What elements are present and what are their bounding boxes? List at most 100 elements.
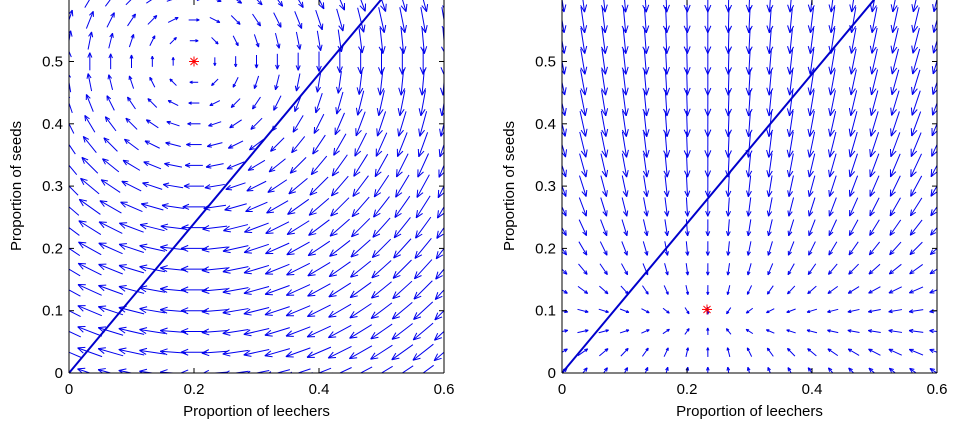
vector-arrow xyxy=(642,6,650,34)
vector-arrow xyxy=(684,153,691,178)
vector-arrow xyxy=(848,131,858,158)
vector-arrow xyxy=(807,285,817,295)
vector-arrow xyxy=(663,131,671,158)
vector-arrow xyxy=(399,7,407,33)
vector-arrow xyxy=(869,0,877,13)
vector-arrow xyxy=(828,197,837,217)
vector-arrow xyxy=(641,329,650,334)
vector-arrow xyxy=(209,100,221,107)
vector-arrow xyxy=(766,285,774,295)
vector-arrow xyxy=(182,203,206,210)
vector-arrow xyxy=(641,308,650,314)
vector-arrow xyxy=(373,196,390,218)
vector-arrow xyxy=(306,304,331,318)
vector-arrow xyxy=(827,263,838,275)
vector-arrow xyxy=(619,329,630,334)
vector-arrow xyxy=(726,366,731,373)
vector-arrow xyxy=(256,0,263,6)
vector-arrow xyxy=(82,135,97,154)
vector-arrow xyxy=(264,263,290,275)
vector-arrow xyxy=(807,131,816,158)
vector-arrow xyxy=(828,241,838,256)
vector-arrow xyxy=(787,367,792,373)
vector-arrow xyxy=(273,12,282,28)
vector-arrow xyxy=(441,7,444,31)
vector-arrow xyxy=(787,0,795,13)
vector-arrow xyxy=(578,263,588,275)
reference-line xyxy=(69,0,383,373)
vector-arrow xyxy=(78,220,102,235)
vector-arrow xyxy=(806,308,818,314)
vector-arrow xyxy=(621,153,629,178)
vector-arrow xyxy=(662,307,670,314)
vector-arrow xyxy=(401,365,414,373)
vector-arrow xyxy=(118,264,145,274)
vector-arrow xyxy=(848,219,859,236)
vector-arrow xyxy=(931,80,937,95)
vector-arrow xyxy=(202,225,228,232)
vector-arrow xyxy=(224,370,249,373)
vector-arrow xyxy=(188,101,200,105)
vector-arrow xyxy=(930,185,937,197)
vector-arrow xyxy=(908,328,924,334)
vector-arrow xyxy=(807,90,815,117)
vector-arrow xyxy=(211,37,219,45)
vector-arrow xyxy=(97,368,113,373)
vector-arrow xyxy=(766,175,773,197)
vector-arrow xyxy=(580,69,588,96)
vector-arrow xyxy=(230,98,241,108)
vector-arrow xyxy=(232,77,239,88)
vector-arrow xyxy=(376,111,387,137)
vector-arrow xyxy=(328,282,352,298)
vector-arrow xyxy=(848,263,859,275)
vector-arrow xyxy=(663,110,671,137)
vector-arrow xyxy=(828,219,838,237)
equilibrium-star xyxy=(189,56,199,67)
vector-arrow xyxy=(208,121,222,127)
vector-arrow xyxy=(294,11,303,29)
vector-arrow xyxy=(295,52,301,71)
left-phase-plot: 0 0.2 0.4 0.6 0 0.1 0.2 0.3 0.4 0.5 Proportion o… xyxy=(8,0,454,420)
vector-arrow xyxy=(394,195,411,218)
vector-arrow xyxy=(308,198,330,216)
vector-arrow xyxy=(147,15,158,25)
vector-arrow xyxy=(69,73,72,93)
vector-arrow xyxy=(442,0,444,9)
vector-arrow xyxy=(620,285,629,295)
vector-arrow xyxy=(601,69,609,96)
vector-arrow xyxy=(412,343,434,361)
vector-arrow xyxy=(118,326,145,335)
vector-arrow xyxy=(201,286,228,294)
vector-arrow xyxy=(662,27,670,54)
vector-arrow xyxy=(766,0,774,13)
vector-arrow xyxy=(357,7,366,33)
vector-arrow xyxy=(888,309,903,314)
vector-arrow xyxy=(327,324,352,339)
vector-field-arrows xyxy=(69,0,444,373)
vector-arrow xyxy=(580,48,588,75)
vector-arrow xyxy=(908,348,924,356)
vector-arrow xyxy=(413,259,433,280)
vector-arrow xyxy=(316,30,323,51)
vector-arrow xyxy=(745,6,753,34)
vector-arrow xyxy=(932,0,937,13)
vector-arrow xyxy=(142,181,163,190)
vector-arrow xyxy=(438,142,444,158)
vector-arrow xyxy=(128,75,135,89)
vector-arrow xyxy=(273,95,282,111)
vector-arrow xyxy=(642,285,649,295)
y-tick-labels: 0 0.1 0.2 0.3 0.4 0.5 xyxy=(42,54,444,382)
vector-arrow xyxy=(372,217,391,238)
vector-arrow xyxy=(166,0,177,2)
vector-arrow xyxy=(726,307,732,315)
vector-arrow xyxy=(287,198,310,215)
y-tick-label: 0 xyxy=(548,365,556,382)
vector-arrow xyxy=(869,175,880,197)
vector-arrow xyxy=(889,241,902,256)
vector-arrow xyxy=(578,197,588,217)
vector-arrow xyxy=(766,90,774,117)
vector-arrow xyxy=(420,27,428,54)
vector-arrow xyxy=(329,240,351,257)
vector-arrow xyxy=(909,197,923,217)
vector-arrow xyxy=(392,259,412,279)
